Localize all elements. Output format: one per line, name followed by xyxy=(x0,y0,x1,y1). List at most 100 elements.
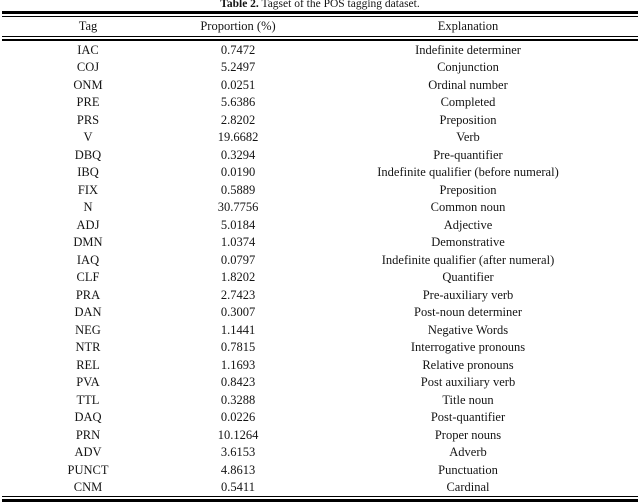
row-tag-cell: PRN xyxy=(75,427,101,442)
row-proportion-cell: 0.0797 xyxy=(220,252,256,267)
table-row: ADV 3.6153 Adverb xyxy=(0,444,640,462)
table-row: N 30.7756 Common noun xyxy=(0,199,640,217)
row-tag-cell: IBQ xyxy=(77,165,99,180)
row-explanation-cell: Pre-auxiliary verb xyxy=(422,287,514,302)
row-explanation-cell: Negative Words xyxy=(427,322,509,337)
row-proportion-cell: 2.7423 xyxy=(220,287,256,302)
table-body: IAC 0.7472 Indefinite determiner COJ 5.2… xyxy=(0,41,640,496)
row-proportion-cell: 19.6682 xyxy=(217,130,259,145)
table-row: CLF 1.8202 Quantifier xyxy=(0,269,640,287)
row-proportion-cell: 0.3294 xyxy=(220,147,256,162)
row-explanation-cell: Adjective xyxy=(443,217,493,232)
table-row: FIX 0.5889 Preposition xyxy=(0,181,640,199)
row-tag-cell: NTR xyxy=(75,340,101,355)
table-row: PRA 2.7423 Pre-auxiliary verb xyxy=(0,286,640,304)
row-proportion-cell: 0.3288 xyxy=(220,392,256,407)
row-proportion-cell: 5.0184 xyxy=(220,217,256,232)
row-explanation-cell: Post-quantifier xyxy=(430,410,506,425)
header-explanation: Explanation xyxy=(437,19,499,33)
row-explanation-cell: Proper nouns xyxy=(434,427,502,442)
table-row: CNM 0.5411 Cardinal xyxy=(0,479,640,497)
table-row: DAN 0.3007 Post-noun determiner xyxy=(0,304,640,322)
row-tag-cell: DAQ xyxy=(74,410,102,425)
row-tag-cell: CLF xyxy=(76,270,100,285)
row-explanation-cell: Demonstrative xyxy=(431,235,505,250)
row-tag-cell: IAC xyxy=(77,42,99,57)
row-explanation-cell: Conjunction xyxy=(437,60,499,75)
row-tag-cell: FIX xyxy=(77,182,99,197)
table-row: DBQ 0.3294 Pre-quantifier xyxy=(0,146,640,164)
row-proportion-cell: 1.1693 xyxy=(220,357,256,372)
row-explanation-cell: Adverb xyxy=(449,445,487,460)
row-proportion-cell: 1.8202 xyxy=(220,270,256,285)
table-row: PRS 2.8202 Preposition xyxy=(0,111,640,129)
row-proportion-cell: 0.5411 xyxy=(221,480,255,495)
table-caption-label: Table 2. xyxy=(220,0,259,10)
table-row: PUNCT 4.8613 Punctuation xyxy=(0,461,640,479)
row-proportion-cell: 0.0226 xyxy=(220,410,256,425)
table-row: ADJ 5.0184 Adjective xyxy=(0,216,640,234)
row-explanation-cell: Ordinal number xyxy=(428,77,508,92)
row-proportion-cell: 1.1441 xyxy=(220,322,256,337)
table-row: DMN 1.0374 Demonstrative xyxy=(0,234,640,252)
table-caption: Table 2. Tagset of the POS tagging datas… xyxy=(0,0,640,11)
row-proportion-cell: 0.3007 xyxy=(220,305,256,320)
row-tag-cell: V xyxy=(83,130,93,145)
row-proportion-cell: 0.0251 xyxy=(220,77,256,92)
row-explanation-cell: Post-noun determiner xyxy=(414,305,522,320)
table-bottom-rule-thin xyxy=(2,496,638,497)
row-explanation-cell: Preposition xyxy=(439,182,497,197)
header-proportion: Proportion (%) xyxy=(200,19,276,33)
row-explanation-cell: Indefinite qualifier (before numeral) xyxy=(377,165,559,180)
row-explanation-cell: Indefinite qualifier (after numeral) xyxy=(381,252,555,267)
row-tag-cell: ADV xyxy=(74,445,102,460)
header-tag: Tag xyxy=(78,19,98,33)
table-caption-text: Tagset of the POS tagging dataset. xyxy=(258,0,420,10)
row-explanation-cell: Cardinal xyxy=(446,480,490,495)
row-tag-cell: CNM xyxy=(73,480,103,495)
table-row: NTR 0.7815 Interrogative pronouns xyxy=(0,339,640,357)
row-tag-cell: TTL xyxy=(76,392,100,407)
row-proportion-cell: 5.2497 xyxy=(220,60,256,75)
row-explanation-cell: Relative pronouns xyxy=(422,357,514,372)
row-proportion-cell: 0.0190 xyxy=(220,165,256,180)
row-explanation-cell: Interrogative pronouns xyxy=(410,340,526,355)
table-row: PVA 0.8423 Post auxiliary verb xyxy=(0,374,640,392)
row-explanation-cell: Common noun xyxy=(430,200,506,215)
row-explanation-cell: Punctuation xyxy=(438,462,498,477)
row-explanation-cell: Quantifier xyxy=(442,270,494,285)
header-bottom-rule-thin xyxy=(2,35,638,37)
row-proportion-cell: 4.8613 xyxy=(220,462,256,477)
row-proportion-cell: 5.6386 xyxy=(220,95,256,110)
row-proportion-cell: 2.8202 xyxy=(220,112,256,127)
row-tag-cell: PUNCT xyxy=(67,462,109,477)
row-tag-cell: N xyxy=(83,200,93,215)
table-top-rule-thick xyxy=(2,11,638,14)
table-top-rule-thin xyxy=(2,15,638,17)
table-row: COJ 5.2497 Conjunction xyxy=(0,59,640,77)
row-proportion-cell: 0.7472 xyxy=(220,42,256,57)
table-row: ONM 0.0251 Ordinal number xyxy=(0,76,640,94)
row-proportion-cell: 0.8423 xyxy=(220,375,256,390)
table-row: IAC 0.7472 Indefinite determiner xyxy=(0,41,640,59)
table-row: V 19.6682 Verb xyxy=(0,129,640,147)
row-tag-cell: DBQ xyxy=(74,147,102,162)
table-row: DAQ 0.0226 Post-quantifier xyxy=(0,409,640,427)
table-row: IAQ 0.0797 Indefinite qualifier (after n… xyxy=(0,251,640,269)
row-tag-cell: ADJ xyxy=(76,217,100,232)
row-explanation-cell: Verb xyxy=(456,130,480,145)
row-tag-cell: COJ xyxy=(76,60,100,75)
row-explanation-cell: Indefinite determiner xyxy=(415,42,521,57)
header-bottom-rule-thick xyxy=(2,38,638,41)
row-tag-cell: PVA xyxy=(76,375,100,390)
row-explanation-cell: Completed xyxy=(440,95,496,110)
row-tag-cell: IAQ xyxy=(76,252,100,267)
row-tag-cell: REL xyxy=(76,357,100,372)
row-tag-cell: PRS xyxy=(76,112,100,127)
table-row: TTL 0.3288 Title noun xyxy=(0,391,640,409)
table-header-row: Tag Proportion (%) Explanation xyxy=(0,20,640,34)
table-row: PRE 5.6386 Completed xyxy=(0,94,640,112)
row-explanation-cell: Title noun xyxy=(442,392,494,407)
row-proportion-cell: 30.7756 xyxy=(217,200,259,215)
